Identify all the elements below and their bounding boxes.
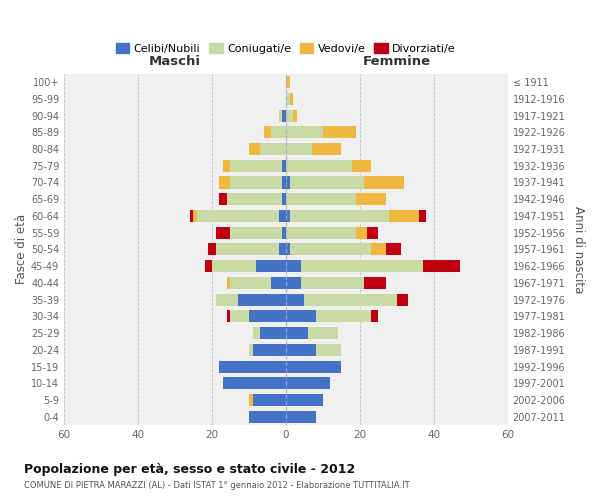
Bar bbox=[323, 126, 356, 138]
Bar bbox=[304, 294, 397, 306]
Bar bbox=[364, 176, 404, 188]
Bar bbox=[197, 210, 278, 222]
Bar bbox=[286, 294, 304, 306]
Bar bbox=[205, 260, 212, 272]
Bar bbox=[301, 260, 423, 272]
Bar bbox=[286, 176, 290, 188]
Bar bbox=[316, 310, 371, 322]
Text: Maschi: Maschi bbox=[149, 55, 201, 68]
Bar bbox=[220, 176, 230, 188]
Bar bbox=[282, 226, 286, 238]
Bar bbox=[290, 176, 364, 188]
Bar bbox=[260, 327, 286, 339]
Bar bbox=[286, 93, 290, 105]
Bar bbox=[290, 93, 293, 105]
Bar bbox=[227, 277, 230, 289]
Bar bbox=[286, 410, 316, 423]
Bar bbox=[286, 277, 301, 289]
Bar bbox=[190, 210, 193, 222]
Bar bbox=[286, 126, 323, 138]
Bar bbox=[215, 294, 238, 306]
Bar bbox=[193, 210, 197, 222]
Text: Popolazione per età, sesso e stato civile - 2012: Popolazione per età, sesso e stato civil… bbox=[24, 462, 355, 475]
Bar bbox=[253, 344, 286, 356]
Bar bbox=[230, 277, 271, 289]
Bar bbox=[286, 310, 316, 322]
Bar bbox=[352, 160, 371, 172]
Bar bbox=[286, 394, 323, 406]
Bar bbox=[367, 226, 379, 238]
Bar bbox=[286, 378, 330, 390]
Bar bbox=[290, 210, 389, 222]
Bar bbox=[312, 143, 341, 155]
Bar bbox=[286, 76, 290, 88]
Bar bbox=[212, 260, 256, 272]
Legend: Celibi/Nubili, Coniugati/e, Vedovi/e, Divorziati/e: Celibi/Nubili, Coniugati/e, Vedovi/e, Di… bbox=[112, 39, 460, 58]
Bar bbox=[286, 360, 341, 372]
Bar bbox=[215, 244, 278, 256]
Bar bbox=[223, 160, 230, 172]
Bar bbox=[386, 244, 401, 256]
Bar bbox=[249, 310, 286, 322]
Bar bbox=[256, 260, 286, 272]
Bar bbox=[286, 327, 308, 339]
Bar bbox=[208, 244, 215, 256]
Bar bbox=[286, 344, 316, 356]
Bar bbox=[316, 344, 341, 356]
Text: Femmine: Femmine bbox=[363, 55, 431, 68]
Bar bbox=[271, 126, 286, 138]
Bar bbox=[356, 226, 367, 238]
Bar bbox=[290, 244, 371, 256]
Bar bbox=[371, 310, 379, 322]
Bar bbox=[249, 394, 253, 406]
Bar bbox=[286, 210, 290, 222]
Bar bbox=[286, 143, 312, 155]
Bar bbox=[286, 193, 356, 205]
Bar bbox=[419, 210, 427, 222]
Bar bbox=[230, 176, 282, 188]
Bar bbox=[278, 210, 286, 222]
Bar bbox=[286, 260, 301, 272]
Bar bbox=[264, 126, 271, 138]
Bar bbox=[253, 327, 260, 339]
Bar bbox=[423, 260, 460, 272]
Text: COMUNE DI PIETRA MARAZZI (AL) - Dati ISTAT 1° gennaio 2012 - Elaborazione TUTTIT: COMUNE DI PIETRA MARAZZI (AL) - Dati IST… bbox=[24, 481, 410, 490]
Y-axis label: Anni di nascita: Anni di nascita bbox=[572, 206, 585, 293]
Bar bbox=[282, 176, 286, 188]
Bar bbox=[253, 394, 286, 406]
Bar bbox=[220, 193, 227, 205]
Bar bbox=[286, 160, 352, 172]
Bar bbox=[227, 193, 282, 205]
Bar bbox=[301, 277, 364, 289]
Bar bbox=[286, 244, 290, 256]
Bar bbox=[271, 277, 286, 289]
Bar bbox=[249, 410, 286, 423]
Bar bbox=[286, 110, 293, 122]
Bar bbox=[215, 226, 230, 238]
Bar bbox=[220, 360, 286, 372]
Bar bbox=[230, 310, 249, 322]
Bar bbox=[282, 193, 286, 205]
Bar bbox=[293, 110, 297, 122]
Bar bbox=[308, 327, 338, 339]
Bar bbox=[389, 210, 419, 222]
Bar bbox=[230, 160, 282, 172]
Bar bbox=[278, 244, 286, 256]
Bar bbox=[249, 143, 260, 155]
Bar bbox=[260, 143, 286, 155]
Bar bbox=[364, 277, 386, 289]
Bar bbox=[282, 160, 286, 172]
Bar bbox=[230, 226, 282, 238]
Bar bbox=[249, 344, 253, 356]
Bar bbox=[223, 378, 286, 390]
Bar bbox=[397, 294, 408, 306]
Y-axis label: Fasce di età: Fasce di età bbox=[15, 214, 28, 284]
Bar bbox=[227, 310, 230, 322]
Bar bbox=[371, 244, 386, 256]
Bar bbox=[238, 294, 286, 306]
Bar bbox=[356, 193, 386, 205]
Bar bbox=[278, 110, 282, 122]
Bar bbox=[282, 110, 286, 122]
Bar bbox=[286, 226, 356, 238]
